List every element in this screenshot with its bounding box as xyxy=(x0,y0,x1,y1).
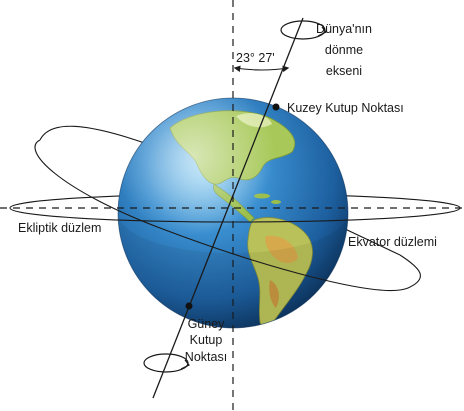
axial-tilt-angle-marker xyxy=(233,65,290,73)
top-rotation-ring-icon xyxy=(280,20,327,40)
south-pole-label-line3: Noktası xyxy=(185,350,227,364)
rotation-axis-line xyxy=(152,17,304,399)
bottom-rotation-ring-icon xyxy=(143,353,190,373)
rotation-axis-label-line3: ekseni xyxy=(326,64,362,78)
equator-plane-label: Ekvator düzlemi xyxy=(348,235,437,249)
north-pole-dot xyxy=(272,103,280,111)
south-pole-dot xyxy=(185,302,193,310)
rotation-axis-label: Dünya'nın dönme ekseni xyxy=(316,22,372,78)
south-pole-label-line2: Kutup xyxy=(190,333,223,347)
rotation-axis-label-line2: dönme xyxy=(325,43,363,57)
north-pole-label: Kuzey Kutup Noktası xyxy=(287,101,404,115)
south-pole-label: Güney Kutup Noktası xyxy=(185,317,227,364)
rotation-axis-label-line1: Dünya'nın xyxy=(316,22,372,36)
south-pole-label-line1: Güney xyxy=(188,317,226,331)
equator-plane-front xyxy=(34,139,421,291)
ecliptic-plane-front xyxy=(9,207,461,223)
angle-label: 23° 27' xyxy=(236,51,275,65)
ecliptic-plane-label: Ekliptik düzlem xyxy=(18,221,101,235)
